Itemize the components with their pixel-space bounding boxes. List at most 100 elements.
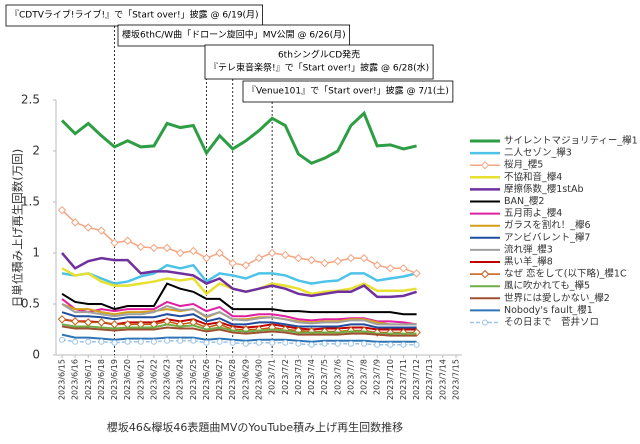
marker — [386, 264, 395, 273]
y-tick-label: 0.5 — [21, 297, 40, 311]
x-tick-label: 2023/6/28 — [228, 359, 237, 400]
marker — [241, 261, 251, 270]
x-tick-label: 2023/7/10 — [386, 359, 395, 400]
marker — [282, 339, 289, 346]
legend-label: 風に吹かれても_欅5 — [504, 280, 590, 292]
annotation-box — [204, 44, 434, 80]
y-tick-label: 2.5 — [21, 93, 40, 107]
legend-label: 不協和音_欅4 — [504, 171, 562, 183]
x-tick-label: 2023/6/25 — [189, 359, 198, 400]
marker — [308, 341, 315, 348]
annotation-text: 『CDTVライブ!ライブ!』で「Start over!」披露 @ 6/19(月) — [10, 9, 259, 21]
series-line — [61, 338, 417, 346]
legend-label: アンビバレント_欅7 — [504, 232, 590, 243]
marker — [361, 340, 368, 347]
series-line — [61, 333, 417, 343]
marker — [150, 338, 157, 345]
legend-label: 桜月_櫻5 — [504, 159, 543, 171]
x-tick-label: 2023/6/30 — [255, 359, 264, 400]
marker — [321, 340, 328, 347]
x-tick-label: 2023/7/11 — [399, 359, 408, 400]
marker — [215, 248, 224, 258]
x-tick-label: 2023/7/6 — [333, 359, 342, 395]
x-tick-label: 2023/7/7 — [346, 359, 355, 395]
marker — [97, 318, 106, 327]
x-tick-label: 2023/6/26 — [202, 359, 211, 400]
annotation: 『CDTVライブ!ライブ!』で「Start over!」披露 @ 6/19(月) — [5, 4, 263, 27]
marker — [72, 338, 79, 345]
x-tick-label: 2023/7/1 — [268, 359, 277, 395]
x-tick-label: 2023/6/19 — [110, 359, 119, 400]
legend-label: 世界には愛しかない_欅2 — [504, 292, 610, 304]
series-line — [61, 252, 417, 299]
marker — [242, 340, 249, 347]
marker — [137, 338, 144, 345]
marker — [98, 338, 105, 345]
y-tick-label: 1.5 — [21, 195, 40, 209]
marker — [372, 261, 382, 270]
x-tick-label: 2023/6/23 — [163, 359, 172, 400]
x-tick-label: 2023/7/14 — [438, 359, 447, 400]
marker — [413, 341, 420, 348]
x-tick-label: 2023/7/12 — [412, 359, 421, 400]
legend-label: 流れ弾_櫻3 — [504, 243, 553, 255]
marker — [123, 236, 132, 245]
series-line — [60, 110, 417, 165]
marker — [110, 238, 119, 248]
marker — [59, 336, 65, 343]
series-line — [61, 318, 417, 334]
x-tick-label: 2023/7/8 — [360, 359, 369, 395]
marker — [177, 337, 184, 344]
chart-title: 櫻坂46&欅坂46表題曲MVのYouTube積み上げ再生回数推移 — [107, 420, 403, 434]
marker — [97, 226, 106, 235]
series-line — [61, 311, 417, 329]
x-tick-label: 2023/7/13 — [425, 359, 434, 400]
marker — [190, 337, 197, 344]
annotation-text: 6thシングルCD発売 — [278, 49, 360, 61]
marker — [175, 248, 185, 258]
series-line — [61, 325, 417, 337]
marker — [136, 242, 146, 252]
marker — [202, 253, 211, 263]
marker — [189, 246, 198, 256]
x-tick-label: 2023/7/2 — [281, 359, 290, 395]
x-tick-label: 2023/7/3 — [294, 359, 303, 395]
annotation: 6thシングルCD発売『テレ東音楽祭!』で「Start over!」披露 @ 6… — [204, 44, 434, 80]
x-tick-label: 2023/6/27 — [215, 359, 224, 400]
annotation-text: 『Venue101』で「Start over!」披露 @ 7/1(土) — [247, 85, 449, 97]
marker — [359, 253, 369, 263]
marker — [111, 339, 118, 346]
marker — [203, 339, 210, 346]
marker — [254, 253, 264, 263]
annotation: 『Venue101』で「Start over!」披露 @ 7/1(土) — [242, 80, 454, 103]
y-tick-label: 2 — [32, 144, 40, 158]
marker — [229, 339, 236, 346]
legend-label: 二人セゾン_欅3 — [504, 148, 572, 159]
marker — [267, 248, 277, 258]
marker — [84, 318, 93, 327]
marker — [307, 255, 316, 265]
marker — [347, 340, 354, 347]
series-line — [61, 209, 417, 275]
marker — [387, 341, 394, 348]
legend-label: Nobody's fault_櫻1 — [504, 304, 593, 316]
legend-label: 黒い羊_欅8 — [504, 256, 553, 268]
legend-label: 摩擦係数_櫻1stAb — [504, 183, 584, 195]
series-line — [61, 318, 417, 331]
marker — [334, 340, 341, 347]
legend-label: サイレントマジョリティー_欅1 — [504, 136, 638, 147]
x-tick-label: 2023/6/16 — [71, 359, 80, 400]
marker — [256, 339, 262, 346]
marker — [124, 338, 131, 345]
legend-label: その日まで 菅井ソロ — [504, 316, 599, 328]
marker — [85, 338, 92, 345]
legend-marker — [480, 269, 490, 279]
y-tick-label: 0 — [32, 348, 40, 362]
marker — [346, 253, 356, 263]
annotation-box — [242, 80, 454, 103]
legend-label: なぜ 恋をして(以下略)_櫻1C — [504, 268, 627, 280]
marker — [412, 269, 421, 278]
x-tick-label: 2023/6/17 — [84, 359, 93, 400]
series-line — [61, 282, 417, 316]
